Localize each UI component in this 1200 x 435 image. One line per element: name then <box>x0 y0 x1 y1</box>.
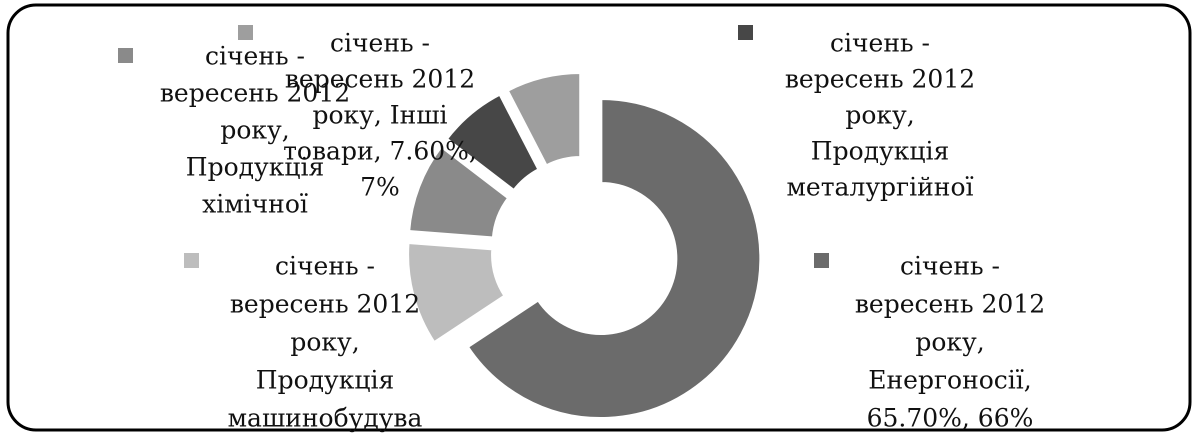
data-label: машинобудува <box>228 404 423 433</box>
data-label: року, <box>290 328 359 357</box>
donut-slice <box>406 240 508 345</box>
data-label: вересень 2012 <box>285 65 475 94</box>
legend-swatch <box>184 253 199 268</box>
data-label: січень - <box>830 29 930 58</box>
data-label: металургійної <box>786 173 973 202</box>
data-label: року, <box>845 101 914 130</box>
legend-swatch <box>118 48 133 63</box>
data-label: січень - <box>205 42 305 71</box>
data-label: січень - <box>330 29 430 58</box>
donut-slice <box>505 71 583 168</box>
data-label: вересень 2012 <box>785 65 975 94</box>
legend-swatch <box>238 25 253 40</box>
chart-frame <box>6 3 1192 432</box>
data-label: Продукція <box>256 366 394 395</box>
data-label: січень - <box>275 252 375 281</box>
data-label: січень - <box>900 252 1000 281</box>
donut-slice <box>407 144 511 240</box>
data-label: вересень 2012 <box>160 79 350 108</box>
data-label: Продукція <box>811 137 949 166</box>
legend-swatch <box>814 253 829 268</box>
data-label: року, <box>915 328 984 357</box>
legend-swatch <box>738 25 753 40</box>
data-label: Енергоносії, <box>868 366 1032 395</box>
data-label: Продукція <box>186 153 324 182</box>
data-label: року, <box>220 116 289 145</box>
data-label: хімічної <box>202 190 308 219</box>
donut-slice <box>465 97 763 421</box>
data-label: року, Інші <box>312 101 447 130</box>
data-label: вересень 2012 <box>855 290 1045 319</box>
data-label: вересень 2012 <box>230 290 420 319</box>
data-label: товари, 7.60%, <box>283 137 477 166</box>
donut-slice <box>444 92 541 193</box>
data-label: 7% <box>360 173 400 202</box>
data-label: 65.70%, 66% <box>867 404 1034 433</box>
